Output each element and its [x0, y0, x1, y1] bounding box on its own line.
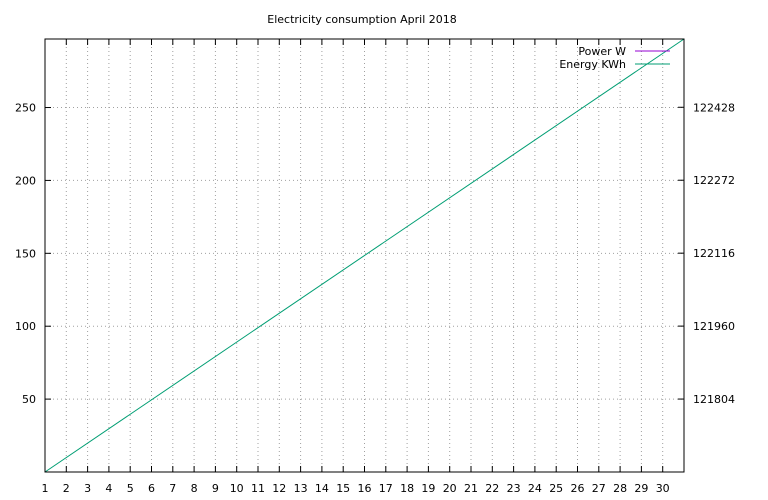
x-tick-label: 1 [42, 482, 49, 495]
series-line-energy-kwh [44, 38, 685, 473]
y-right-tick-label: 122428 [693, 101, 735, 114]
x-tick-label: 6 [148, 482, 155, 495]
y-left-tick-label: 200 [15, 174, 36, 187]
y-right-tick-label: 122272 [693, 174, 735, 187]
y-right-tick-label: 121960 [693, 320, 735, 333]
x-tick-label: 9 [212, 482, 219, 495]
y-left-tick-label: 50 [22, 393, 36, 406]
x-tick-label: 13 [294, 482, 308, 495]
y-right-tick-label: 122116 [693, 247, 735, 260]
x-tick-label: 30 [656, 482, 670, 495]
x-tick-label: 17 [379, 482, 393, 495]
x-tick-label: 4 [105, 482, 112, 495]
x-tick-label: 2 [63, 482, 70, 495]
legend-label-power: Power W [578, 45, 626, 58]
grid-lines [45, 39, 684, 472]
x-tick-label: 24 [528, 482, 542, 495]
x-tick-label: 29 [634, 482, 648, 495]
x-tick-label: 21 [464, 482, 478, 495]
x-tick-label: 8 [191, 482, 198, 495]
x-tick-label: 25 [549, 482, 563, 495]
x-tick-label: 14 [315, 482, 329, 495]
y-left-tick-label: 150 [15, 247, 36, 260]
legend: Power W Energy KWh [559, 45, 670, 71]
x-tick-label: 11 [251, 482, 265, 495]
x-tick-label: 12 [272, 482, 286, 495]
x-tick-label: 19 [421, 482, 435, 495]
x-tick-label: 20 [443, 482, 457, 495]
plot-area [44, 38, 685, 473]
chart-title: Electricity consumption April 2018 [267, 13, 457, 26]
y-left-tick-label: 100 [15, 320, 36, 333]
x-tick-label: 3 [84, 482, 91, 495]
y-right-tick-label: 121804 [693, 393, 735, 406]
axis-ticks: 1 2 3 4 5 6 7 8 9 10 11 12 13 14 15 16 17 18 19 20 21 22 23 24 2… [15, 39, 735, 495]
x-tick-label: 5 [127, 482, 134, 495]
x-tick-label: 15 [336, 482, 350, 495]
x-tick-label: 16 [358, 482, 372, 495]
x-tick-label: 7 [169, 482, 176, 495]
x-tick-label: 27 [592, 482, 606, 495]
x-tick-label: 28 [613, 482, 627, 495]
x-tick-label: 10 [230, 482, 244, 495]
x-tick-label: 22 [485, 482, 499, 495]
y-left-tick-label: 250 [15, 102, 36, 115]
x-tick-label: 18 [400, 482, 414, 495]
x-tick-label: 23 [507, 482, 521, 495]
legend-label-energy: Energy KWh [559, 58, 626, 71]
x-tick-label: 26 [571, 482, 585, 495]
